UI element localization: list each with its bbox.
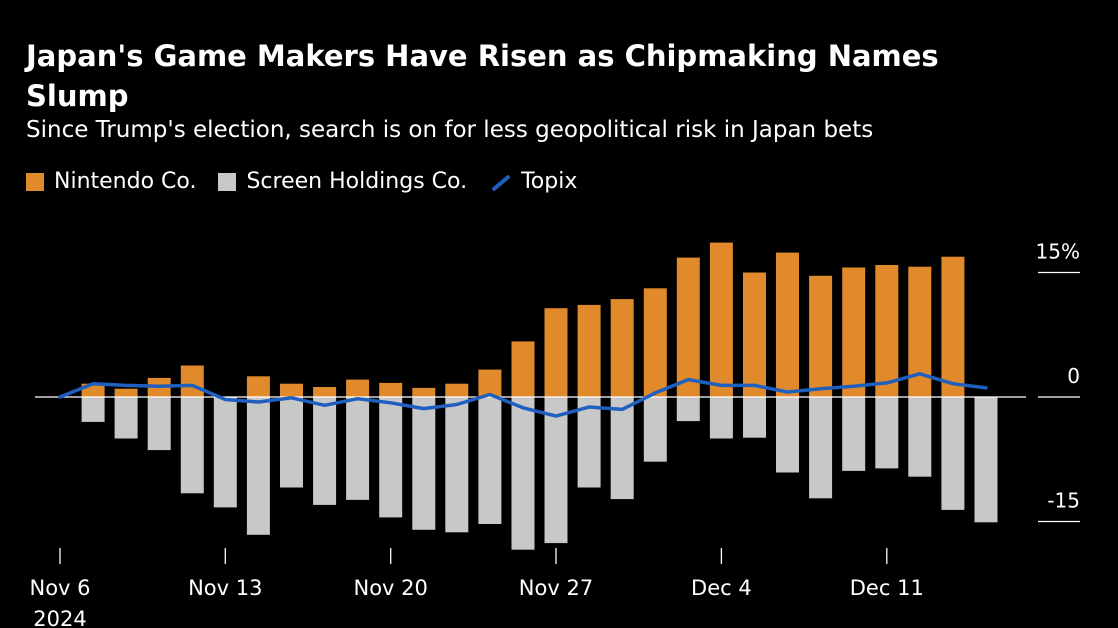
legend-swatch-nintendo: [26, 173, 44, 191]
bar-screen-holdings-co-17: [610, 397, 634, 500]
bar-screen-holdings-co-25: [875, 397, 899, 469]
bar-screen-holdings-co-23: [809, 397, 833, 499]
bar-screen-holdings-co-6: [246, 397, 270, 535]
bar-screen-holdings-co-24: [842, 397, 866, 471]
bar-nintendo-co-25: [875, 265, 899, 397]
x-tick-label-15: Nov 27: [519, 576, 593, 600]
bar-screen-holdings-co-21: [743, 397, 766, 438]
bar-screen-holdings-co-22: [776, 397, 799, 473]
bar-screen-holdings-co-12: [445, 397, 469, 533]
bar-screen-holdings-co-14: [511, 397, 535, 550]
bar-nintendo-co-18: [643, 288, 667, 397]
bar-nintendo-co-7: [280, 383, 303, 397]
legend-swatch-screen-holdings: [218, 173, 237, 191]
y-tick-label-minus-15: -15: [1047, 489, 1080, 513]
bar-screen-holdings-co-4: [180, 397, 204, 494]
legend-label-screen-holdings: Screen Holdings Co.: [246, 169, 468, 194]
bar-nintendo-co-14: [511, 341, 535, 397]
bar-screen-holdings-co-20: [709, 397, 733, 439]
bar-nintendo-co-9: [346, 379, 370, 397]
y-tick-label-0: 0: [1067, 364, 1080, 388]
bar-nintendo-co-27: [941, 256, 965, 397]
x-tick-label-5: Nov 13: [188, 576, 262, 600]
bar-nintendo-co-26: [908, 266, 932, 397]
bar-screen-holdings-co-11: [412, 397, 436, 530]
bar-nintendo-co-24: [842, 267, 866, 397]
legend-label-nintendo: Nintendo Co.: [54, 169, 197, 194]
x-tick-label-10: Nov 20: [354, 576, 428, 600]
x-tick-label-25: Dec 11: [850, 576, 924, 600]
bar-nintendo-co-13: [478, 369, 502, 397]
bar-screen-holdings-co-5: [213, 397, 237, 508]
bar-screen-holdings-co-1: [81, 397, 105, 422]
bar-nintendo-co-21: [743, 272, 766, 397]
bar-nintendo-co-11: [412, 387, 436, 397]
bar-screen-holdings-co-27: [941, 397, 965, 510]
bar-nintendo-co-19: [676, 257, 700, 397]
x-tick-label-0: Nov 6: [29, 576, 90, 600]
bar-screen-holdings-co-13: [478, 397, 502, 524]
bar-screen-holdings-co-3: [147, 397, 171, 451]
bar-nintendo-co-20: [709, 242, 733, 397]
x-tick-label-20: Dec 4: [691, 576, 752, 600]
chart-subtitle: Since Trump's election, search is on for…: [26, 117, 874, 143]
bar-nintendo-co-22: [776, 252, 799, 397]
bar-nintendo-co-23: [809, 275, 833, 397]
bar-nintendo-co-12: [445, 383, 469, 397]
bar-nintendo-co-2: [114, 388, 138, 397]
bar-nintendo-co-4: [180, 365, 204, 397]
legend-label-topix: Topix: [521, 169, 578, 194]
bar-screen-holdings-co-15: [544, 397, 568, 544]
bar-screen-holdings-co-8: [313, 397, 337, 505]
bar-nintendo-co-10: [379, 382, 403, 397]
bar-screen-holdings-co-18: [643, 397, 667, 462]
bar-screen-holdings-co-2: [114, 397, 138, 439]
x-tick-sublabel-0: 2024: [33, 607, 86, 628]
bar-screen-holdings-co-7: [280, 397, 303, 488]
bar-nintendo-co-17: [610, 299, 634, 397]
bar-nintendo-co-8: [313, 387, 337, 397]
bar-screen-holdings-co-28: [974, 397, 998, 523]
legend-item-nintendo: Nintendo Co.: [26, 167, 196, 197]
bar-screen-holdings-co-16: [577, 397, 601, 488]
bar-screen-holdings-co-26: [908, 397, 932, 477]
legend-item-topix: Topix: [489, 167, 577, 197]
bar-nintendo-co-15: [544, 308, 568, 397]
legend: Nintendo Co. Screen Holdings Co. Topix: [26, 167, 599, 197]
bar-screen-holdings-co-19: [676, 397, 700, 422]
chart-title: Japan's Game Makers Have Risen as Chipma…: [26, 39, 939, 113]
bar-nintendo-co-16: [577, 304, 601, 397]
y-tick-label-15: 15%: [1036, 240, 1080, 264]
bar-screen-holdings-co-10: [379, 397, 403, 518]
bar-nintendo-co-6: [246, 376, 270, 398]
bar-screen-holdings-co-9: [346, 397, 370, 500]
legend-item-screen-holdings: Screen Holdings Co.: [218, 167, 467, 197]
series-line-topix: [58, 372, 988, 418]
